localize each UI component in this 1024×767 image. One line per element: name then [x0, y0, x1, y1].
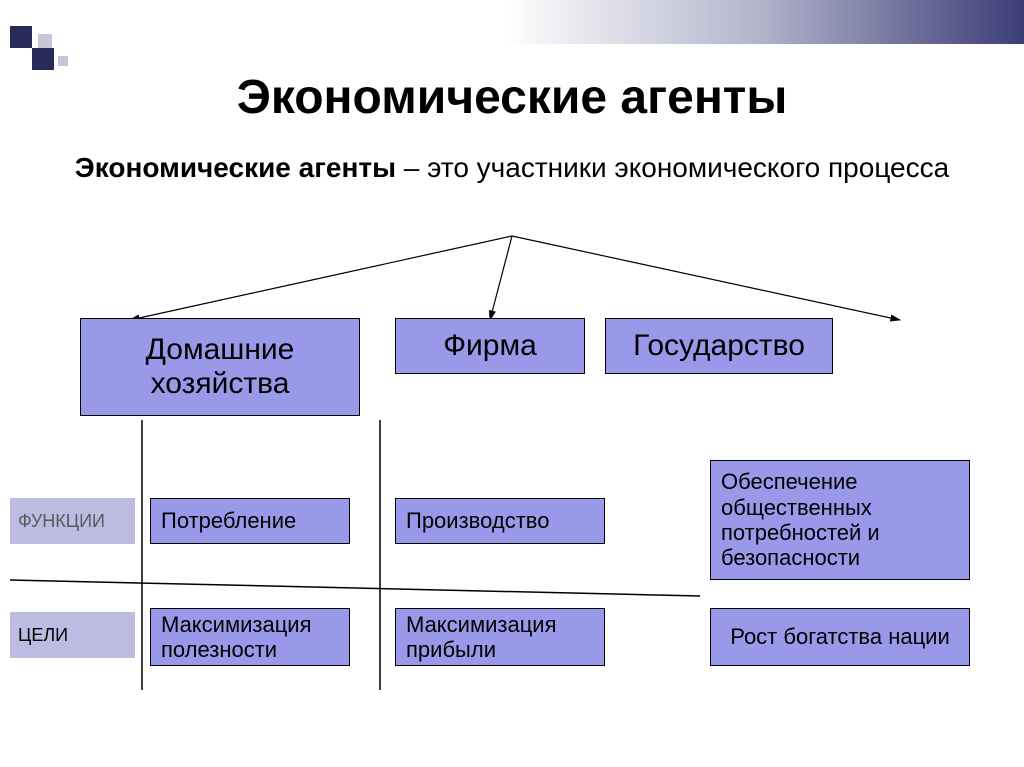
row-label-functions: ФУНКЦИИ — [10, 498, 135, 544]
agent-state-label: Государство — [633, 329, 805, 364]
agent-firm-box: Фирма — [395, 318, 585, 374]
definition-term: Экономические агенты — [75, 152, 396, 183]
agent-firm-label: Фирма — [443, 329, 537, 364]
function-state-text: Обеспечение общественных потребностей и … — [721, 469, 963, 570]
goal-firm-text: Максимизация прибыли — [406, 612, 598, 663]
top-gradient-bar — [504, 0, 1024, 44]
agent-state-box: Государство — [605, 318, 833, 374]
definition-text: Экономические агенты – это участники эко… — [0, 150, 1024, 185]
goal-state-text: Рост богатства нации — [730, 624, 950, 649]
function-households-box: Потребление — [150, 498, 350, 544]
row-label-goals-text: ЦЕЛИ — [18, 625, 68, 646]
goal-households-box: Максимизация полезности — [150, 608, 350, 666]
definition-rest: – это участники экономического процесса — [396, 152, 949, 183]
agent-households-label: Домашние хозяйства — [87, 333, 353, 402]
corner-decoration — [10, 10, 70, 70]
slide-title: Экономические агенты — [0, 70, 1024, 125]
agent-households-box: Домашние хозяйства — [80, 318, 360, 416]
function-firm-box: Производство — [395, 498, 605, 544]
function-firm-text: Производство — [406, 508, 549, 533]
goal-firm-box: Максимизация прибыли — [395, 608, 605, 666]
function-households-text: Потребление — [161, 508, 296, 533]
row-label-goals: ЦЕЛИ — [10, 612, 135, 658]
row-label-functions-text: ФУНКЦИИ — [18, 511, 105, 532]
function-state-box: Обеспечение общественных потребностей и … — [710, 460, 970, 580]
goal-households-text: Максимизация полезности — [161, 612, 343, 663]
goal-state-box: Рост богатства нации — [710, 608, 970, 666]
